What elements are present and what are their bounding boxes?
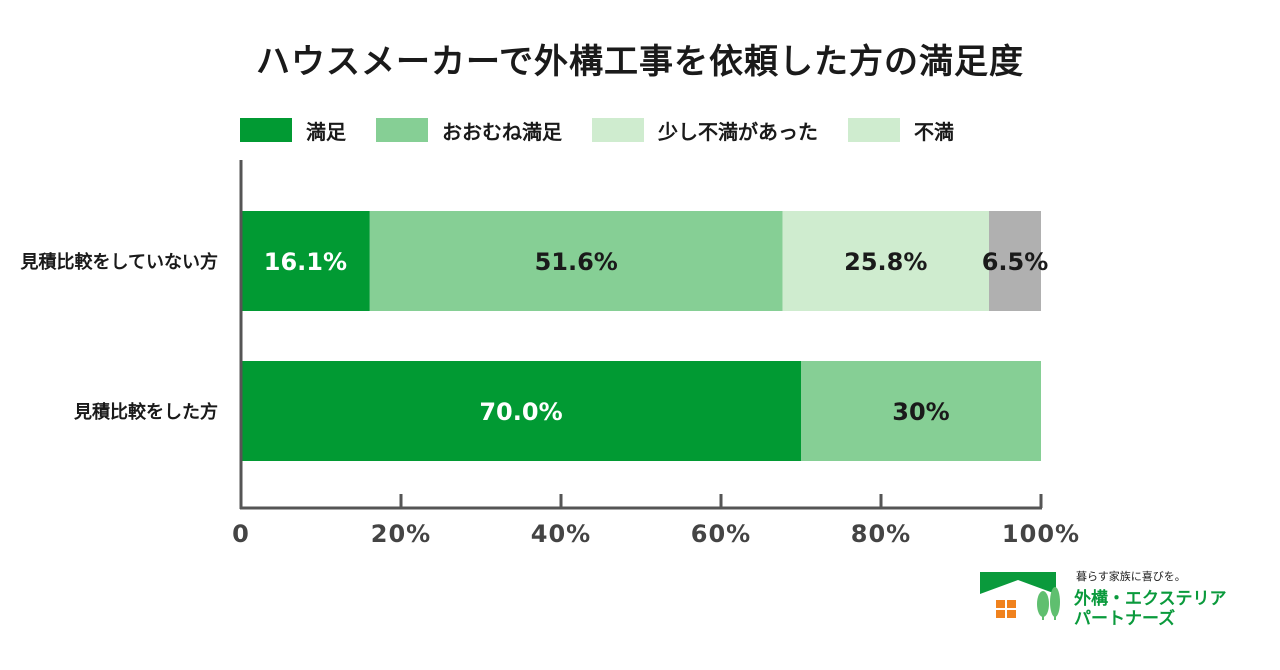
legend-swatch <box>848 118 900 142</box>
category-label: 見積比較をしていない方 <box>20 251 218 273</box>
legend-swatch <box>592 118 644 142</box>
data-label: 70.0% <box>479 398 562 426</box>
bar-segment <box>241 211 370 311</box>
house-tree-logo-icon <box>980 572 1060 620</box>
logo-tagline: 暮らす家族に喜びを。 <box>1076 570 1186 583</box>
x-tick-label: 100% <box>1002 520 1080 548</box>
chart-title: ハウスメーカーで外構工事を依頼した方の満足度 <box>256 42 1024 82</box>
stacked-bar-chart: 16.1% 51.6% 25.8% 6.5% 見積比較をしていない方 70.0% 30% 見積… <box>20 160 1080 548</box>
x-tick-label: 20% <box>371 520 431 548</box>
x-tick-label: 0 <box>232 520 250 548</box>
legend-item: 少し不満があった <box>592 116 818 145</box>
legend-label: おおむね満足 <box>442 119 562 144</box>
data-label: 6.5% <box>982 248 1049 276</box>
legend-item: おおむね満足 <box>376 116 562 145</box>
bar-segment <box>989 211 1041 311</box>
bar-segment <box>369 211 783 311</box>
company-logo[interactable]: 暮らす家族に喜びを。 外構・エクステリア パートナーズ <box>980 566 1260 629</box>
bar-segment <box>782 211 989 311</box>
data-label: 30% <box>892 398 949 426</box>
legend-label: 満足 <box>306 119 346 144</box>
x-tick-label: 80% <box>851 520 911 548</box>
legend-swatch <box>240 118 292 142</box>
category-label: 見積比較をした方 <box>73 401 218 423</box>
data-label: 51.6% <box>535 248 618 276</box>
data-label: 16.1% <box>264 248 347 276</box>
x-tick-label: 40% <box>531 520 591 548</box>
bar-segment <box>241 361 801 461</box>
legend-label: 少し不満があった <box>658 119 818 144</box>
legend-item: 不満 <box>848 116 954 145</box>
bar-segment <box>801 361 1041 461</box>
legend-label: 不満 <box>914 119 954 144</box>
logo-name-second-line: パートナーズ <box>1074 609 1176 629</box>
data-label: 25.8% <box>844 248 927 276</box>
legend-item: 満足 <box>240 116 346 145</box>
logo-name: 外構・エクステリア <box>1074 589 1227 609</box>
legend-swatch <box>376 118 428 142</box>
x-tick-label: 60% <box>691 520 751 548</box>
legend: 満足 おおむね満足 少し不満があった 不満 <box>240 116 984 144</box>
